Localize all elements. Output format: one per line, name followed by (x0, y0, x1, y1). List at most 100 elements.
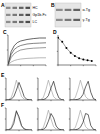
x-tick (19, 130, 20, 131)
plot-area (38, 110, 64, 130)
band (13, 14, 18, 16)
y-axis (58, 35, 59, 65)
figure: A HC Gp1b-Fc LC Bα-Tg γ-Tg C D E F (0, 0, 100, 134)
x-axis (8, 65, 46, 66)
label: C (3, 29, 7, 35)
band (56, 9, 63, 11)
point (74, 55, 76, 57)
series-line (38, 110, 64, 130)
label: A (1, 2, 5, 8)
y-tick (5, 78, 6, 79)
label: D (53, 29, 57, 35)
y-tick (5, 89, 6, 90)
series-line (58, 38, 92, 61)
band (19, 7, 24, 9)
y-tick (69, 119, 70, 120)
y-axis (38, 78, 39, 100)
y-tick (37, 119, 38, 120)
x-tick (46, 65, 47, 66)
point (87, 59, 89, 61)
label: γ-Tg (83, 18, 90, 22)
gel (5, 3, 31, 27)
x-tick (38, 100, 39, 101)
label: Gp1b-Fc (33, 13, 47, 17)
series-line (70, 81, 96, 100)
y-tick (37, 130, 38, 131)
x-tick (8, 65, 9, 66)
series-line (8, 58, 46, 65)
x-tick (38, 130, 39, 131)
y-tick (5, 100, 6, 101)
y-axis (6, 108, 7, 130)
series-line (70, 80, 96, 100)
y-tick (69, 108, 70, 109)
y-tick (5, 130, 6, 131)
point (70, 52, 72, 54)
series-line (6, 111, 32, 130)
y-tick (57, 51, 58, 52)
x-tick (51, 100, 52, 101)
x-tick (83, 130, 84, 131)
band (6, 14, 11, 16)
x-tick (51, 130, 52, 131)
series-line (38, 114, 64, 131)
y-axis (6, 78, 7, 100)
y-axis (70, 78, 71, 100)
point (82, 59, 84, 61)
band (13, 7, 18, 9)
series-line (8, 48, 46, 65)
x-tick (58, 65, 59, 66)
series-line (8, 38, 46, 65)
x-tick (96, 130, 97, 131)
label: F (1, 102, 4, 108)
point (61, 41, 63, 43)
x-tick (33, 65, 34, 66)
x-axis (58, 65, 96, 66)
label: HC (33, 6, 39, 10)
y-tick (69, 78, 70, 79)
point (78, 57, 80, 59)
x-tick (32, 100, 33, 101)
series-line (8, 43, 46, 65)
band (65, 9, 72, 11)
y-tick (7, 65, 8, 66)
y-tick (37, 89, 38, 90)
y-tick (57, 37, 58, 38)
series-line (6, 82, 32, 100)
y-tick (37, 78, 38, 79)
y-tick (69, 130, 70, 131)
y-tick (5, 108, 6, 109)
x-tick (32, 130, 33, 131)
x-tick (6, 100, 7, 101)
band (13, 21, 18, 23)
series-line (6, 80, 32, 100)
label: α-Tg (83, 8, 90, 12)
label: LC (33, 20, 38, 24)
band (73, 9, 80, 11)
plot-area (38, 80, 64, 100)
x-tick (83, 65, 84, 66)
band (26, 14, 31, 16)
x-tick (70, 65, 71, 66)
x-tick (70, 100, 71, 101)
band (73, 19, 80, 21)
label: E (1, 72, 5, 78)
series-line (70, 114, 96, 131)
y-tick (37, 108, 38, 109)
x-tick (6, 130, 7, 131)
y-tick (69, 100, 70, 101)
y-tick (37, 100, 38, 101)
series-line (70, 110, 96, 130)
x-tick (96, 100, 97, 101)
y-tick (5, 119, 6, 120)
label: B (51, 2, 55, 8)
point (91, 60, 93, 62)
point (65, 47, 67, 49)
x-tick (64, 100, 65, 101)
band (26, 7, 31, 9)
plot-area (58, 37, 93, 62)
plot-area (70, 80, 96, 100)
x-tick (83, 100, 84, 101)
band (6, 21, 11, 23)
x-tick (96, 65, 97, 66)
